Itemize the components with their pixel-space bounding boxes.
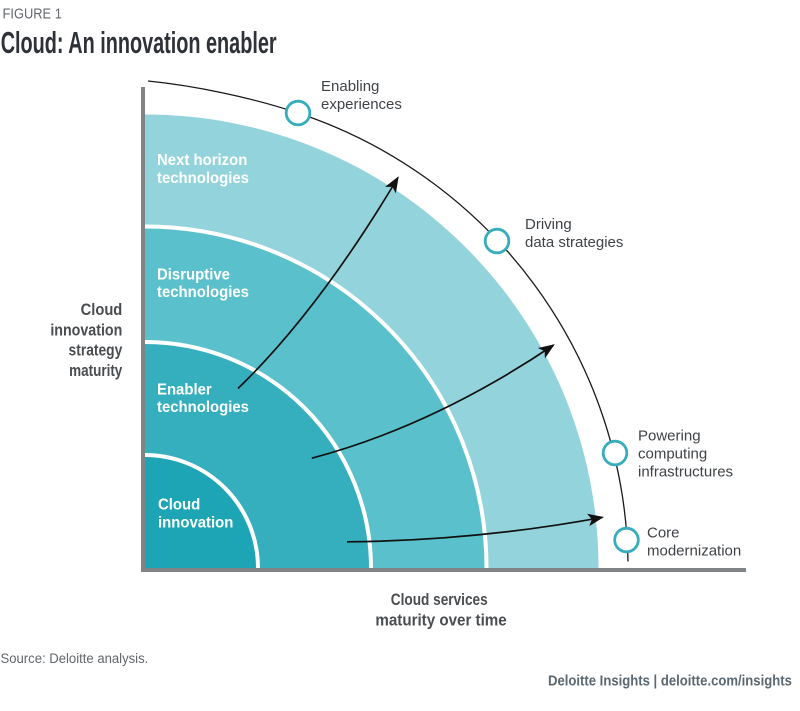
svg-text:innovation: innovation xyxy=(158,514,233,531)
svg-text:strategy: strategy xyxy=(69,341,123,360)
svg-text:Cloud services: Cloud services xyxy=(391,591,488,610)
svg-text:Powering: Powering xyxy=(638,428,701,445)
svg-text:technologies: technologies xyxy=(157,284,249,301)
svg-text:Next horizon: Next horizon xyxy=(157,152,247,169)
svg-text:Enabler: Enabler xyxy=(157,381,212,398)
svg-text:technologies: technologies xyxy=(157,399,249,416)
svg-text:infrastructures: infrastructures xyxy=(638,464,733,481)
svg-text:data strategies: data strategies xyxy=(525,234,623,251)
svg-text:Cloud: Cloud xyxy=(158,496,200,513)
svg-text:experiences: experiences xyxy=(321,96,402,113)
svg-text:technologies: technologies xyxy=(157,170,249,187)
svg-text:maturity over time: maturity over time xyxy=(375,611,506,630)
svg-text:Disruptive: Disruptive xyxy=(157,266,230,283)
svg-text:Deloitte Insights | deloitte.c: Deloitte Insights | deloitte.com/insight… xyxy=(548,672,792,689)
svg-text:Cloud: An innovation enabler: Cloud: An innovation enabler xyxy=(1,27,277,60)
svg-text:maturity: maturity xyxy=(69,362,123,381)
svg-text:Source: Deloitte analysis.: Source: Deloitte analysis. xyxy=(1,651,149,666)
svg-text:Enabling: Enabling xyxy=(321,78,379,95)
svg-text:Core: Core xyxy=(647,525,680,542)
svg-text:modernization: modernization xyxy=(647,543,741,560)
svg-text:Cloud: Cloud xyxy=(81,301,123,319)
svg-text:innovation: innovation xyxy=(50,321,122,339)
svg-text:FIGURE 1: FIGURE 1 xyxy=(3,6,62,22)
svg-text:Driving: Driving xyxy=(525,216,572,233)
svg-text:computing: computing xyxy=(638,446,707,463)
